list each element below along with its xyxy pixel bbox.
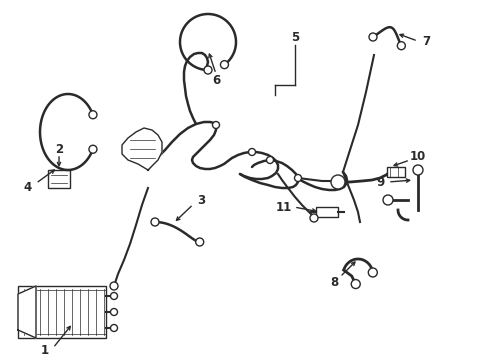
Bar [48, 170, 70, 188]
Circle shape [267, 157, 273, 163]
Text: 2: 2 [55, 143, 63, 156]
Circle shape [220, 60, 228, 69]
Text: 11: 11 [276, 201, 292, 213]
Bar [316, 207, 338, 217]
Text: 3: 3 [197, 194, 205, 207]
Circle shape [383, 195, 393, 205]
Circle shape [89, 145, 97, 153]
Circle shape [110, 282, 118, 290]
Circle shape [196, 238, 204, 246]
Bar [387, 167, 405, 177]
Text: 1: 1 [41, 345, 49, 357]
Text: 7: 7 [422, 35, 430, 48]
Text: 6: 6 [212, 73, 220, 86]
Bar [18, 286, 106, 338]
Text: 10: 10 [410, 149, 426, 162]
Circle shape [397, 42, 405, 50]
Polygon shape [122, 128, 162, 170]
Circle shape [111, 309, 118, 315]
Circle shape [294, 175, 301, 181]
Text: 8: 8 [330, 275, 338, 288]
Polygon shape [18, 286, 36, 338]
Circle shape [213, 122, 220, 129]
Circle shape [111, 324, 118, 332]
Text: 9: 9 [376, 176, 384, 189]
Circle shape [351, 280, 360, 289]
Circle shape [151, 218, 159, 226]
Text: 5: 5 [291, 31, 299, 44]
Circle shape [413, 165, 423, 175]
Text: 4: 4 [24, 181, 32, 194]
Circle shape [248, 149, 255, 156]
Circle shape [310, 214, 318, 222]
Circle shape [89, 111, 97, 119]
Circle shape [204, 66, 212, 74]
Circle shape [331, 175, 345, 189]
Circle shape [111, 292, 118, 300]
Circle shape [368, 268, 377, 277]
Circle shape [369, 33, 377, 41]
